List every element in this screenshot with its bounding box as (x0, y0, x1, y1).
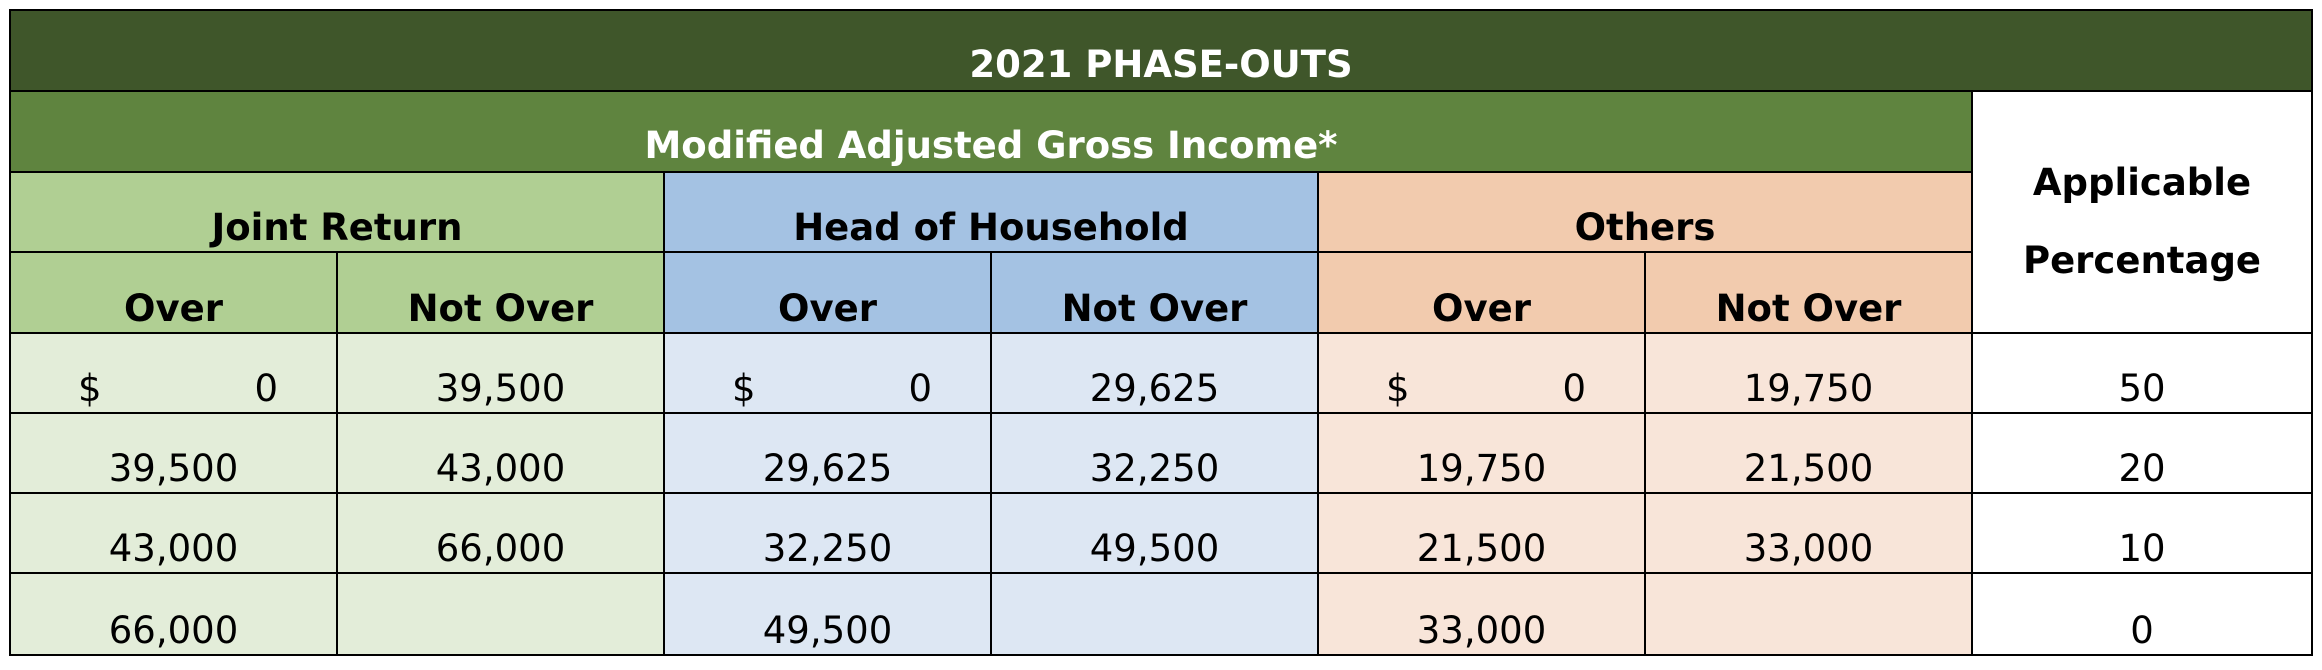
table-row: $0 39,500 $0 29,625 $0 19,750 50 (9, 332, 2313, 414)
others-over-header: Over (1317, 251, 1646, 334)
table-row: 66,000 49,500 33,000 0 (9, 572, 2313, 656)
hoh-not-over-cell: 49,500 (990, 492, 1319, 574)
applicable-label: Applicable (2032, 161, 2252, 204)
others-over-cell: 33,000 (1317, 572, 1646, 656)
hoh-over-cell: 32,250 (663, 492, 992, 574)
hoh-over-value: 0 (908, 367, 932, 410)
joint-over-value: 0 (254, 367, 278, 410)
head-of-household-header: Head of Household (663, 171, 1319, 253)
others-over-cell: 21,500 (1317, 492, 1646, 574)
applicable-percentage-header: Applicable Percentage (1971, 90, 2313, 334)
joint-return-header: Joint Return (9, 171, 665, 253)
applicable-percentage-cell: 0 (1971, 572, 2313, 656)
joint-over-cell: 66,000 (9, 572, 338, 656)
joint-not-over-cell: 43,000 (336, 412, 665, 494)
percentage-label: Percentage (2022, 239, 2262, 282)
joint-over-cell: $0 (9, 332, 338, 414)
joint-over-header: Over (9, 251, 338, 334)
title-row: 2021 PHASE-OUTS (9, 9, 2313, 92)
hoh-over-cell: 49,500 (663, 572, 992, 656)
group-header-row: Joint Return Head of Household Others (9, 171, 2312, 253)
others-not-over-cell: 33,000 (1644, 492, 1973, 574)
currency-symbol: $ (732, 367, 756, 410)
hoh-not-over-cell: 32,250 (990, 412, 1319, 494)
hoh-over-cell: $0 (663, 332, 992, 414)
joint-not-over-cell: 39,500 (336, 332, 665, 414)
others-over-cell: 19,750 (1317, 412, 1646, 494)
hoh-not-over-cell: 29,625 (990, 332, 1319, 414)
others-over-cell: $0 (1317, 332, 1646, 414)
others-header: Others (1317, 171, 1973, 253)
magi-header: Modified Adjusted Gross Income* (9, 90, 1973, 173)
table-row: 43,000 66,000 32,250 49,500 21,500 33,00… (9, 492, 2313, 574)
currency-symbol: $ (1386, 367, 1410, 410)
magi-row: Modified Adjusted Gross Income* Applicab… (9, 90, 2313, 334)
joint-over-cell: 39,500 (9, 412, 338, 494)
others-not-over-cell: 21,500 (1644, 412, 1973, 494)
others-not-over-header: Not Over (1644, 251, 1973, 334)
others-over-value: 0 (1562, 367, 1586, 410)
table-row: 39,500 43,000 29,625 32,250 19,750 21,50… (9, 412, 2313, 494)
currency-symbol: $ (78, 367, 102, 410)
applicable-percentage-cell: 10 (1971, 492, 2313, 574)
joint-not-over-cell (336, 572, 665, 656)
phase-outs-table: 2021 PHASE-OUTS Modified Adjusted Gross … (9, 9, 2313, 656)
sub-header-row: Over Not Over Over Not Over Over Not Ove… (9, 251, 2312, 334)
others-not-over-cell: 19,750 (1644, 332, 1973, 414)
hoh-not-over-cell (990, 572, 1319, 656)
hoh-not-over-header: Not Over (990, 251, 1319, 334)
hoh-over-header: Over (663, 251, 992, 334)
joint-not-over-cell: 66,000 (336, 492, 665, 574)
hoh-over-cell: 29,625 (663, 412, 992, 494)
joint-not-over-header: Not Over (336, 251, 665, 334)
joint-over-cell: 43,000 (9, 492, 338, 574)
others-not-over-cell (1644, 572, 1973, 656)
table-title: 2021 PHASE-OUTS (9, 9, 2313, 92)
applicable-percentage-cell: 20 (1971, 412, 2313, 494)
applicable-percentage-cell: 50 (1971, 332, 2313, 414)
